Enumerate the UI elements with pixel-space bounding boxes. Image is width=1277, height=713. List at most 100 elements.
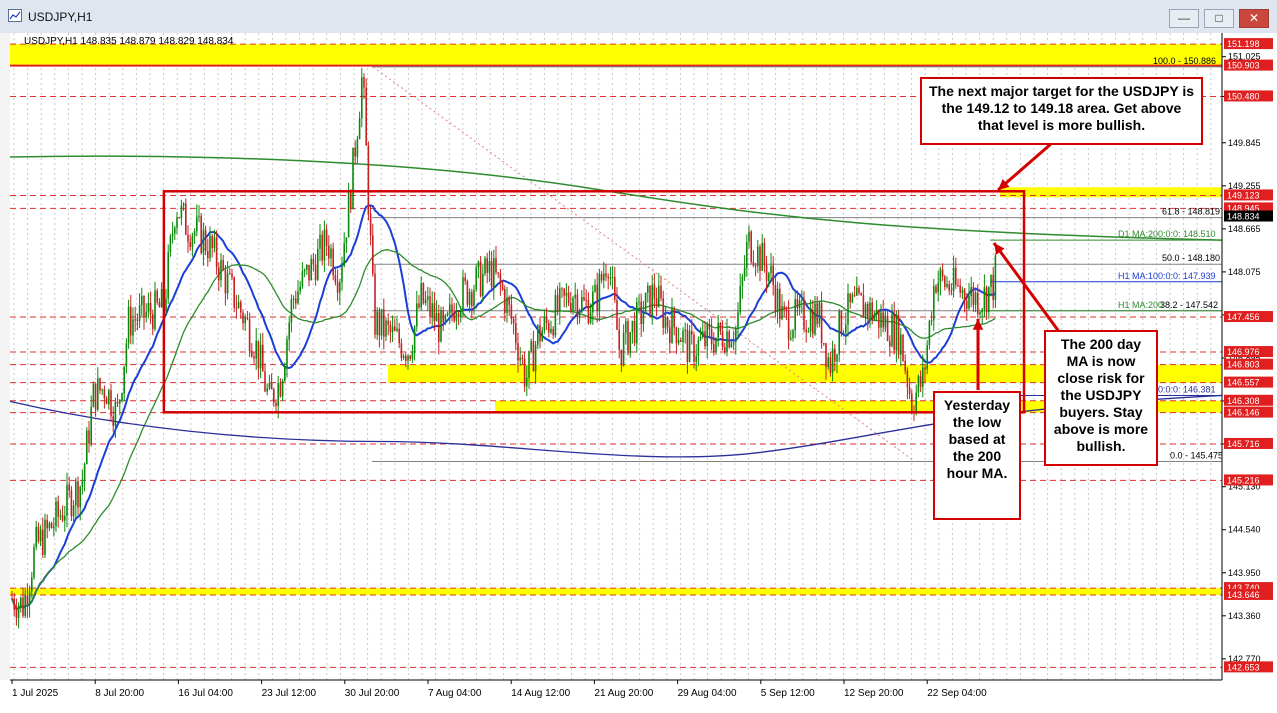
candle-body: [926, 345, 928, 370]
candle-body: [728, 331, 730, 348]
fib-label: 100.0 - 150.886: [1153, 56, 1216, 66]
candle-body: [141, 296, 143, 306]
candle-body: [748, 231, 750, 242]
candle-body: [539, 325, 541, 342]
candle-body: [499, 273, 502, 285]
candle-body: [398, 328, 400, 344]
time-tick-label: 7 Aug 04:00: [428, 688, 482, 699]
candle-body: [81, 481, 84, 487]
candle-body: [572, 298, 574, 311]
candle-body: [424, 299, 427, 304]
candle-body: [336, 282, 339, 293]
candles: [11, 67, 997, 629]
candle-body: [35, 526, 37, 548]
candle-body: [752, 261, 755, 266]
candle-body: [651, 284, 653, 316]
candle-body: [548, 322, 550, 333]
minimize-button[interactable]: —: [1169, 9, 1199, 28]
candle-body: [675, 327, 678, 344]
candle-body: [413, 326, 416, 353]
candle-body: [339, 282, 341, 293]
candle-body: [367, 145, 370, 214]
candle-body: [620, 349, 623, 365]
price-tag-label: 146.557: [1227, 378, 1260, 388]
candle-body: [167, 252, 169, 299]
candle-body: [191, 235, 194, 248]
candle-body: [218, 267, 220, 281]
candle-body: [906, 370, 909, 388]
price-tag: [1224, 38, 1273, 50]
annotation-200-day-ma: The 200 day MA is now close risk for the…: [1044, 330, 1158, 466]
candle-body: [262, 344, 264, 372]
candle-body: [130, 306, 132, 336]
candle-body: [561, 288, 563, 290]
candle-body: [259, 344, 262, 369]
candle-body: [772, 265, 774, 286]
arrow-to-target-head: [998, 178, 1010, 190]
candle-body: [882, 312, 884, 328]
candle-body: [297, 291, 299, 304]
candle-body: [473, 289, 475, 306]
candle-body: [435, 313, 438, 322]
candle-body: [622, 332, 625, 365]
candle-body: [970, 287, 972, 296]
candle-body: [856, 287, 858, 296]
candle-body: [132, 319, 134, 336]
candle-body: [611, 276, 614, 278]
time-tick-label: 1 Jul 2025: [12, 688, 59, 699]
candle-body: [605, 273, 607, 277]
candle-body: [838, 310, 840, 355]
candle-body: [200, 215, 202, 254]
candle-body: [858, 287, 860, 294]
chart-area[interactable]: 100.0 - 150.886 61.8 - 148.819 50.0 - 148.…: [0, 33, 1277, 713]
candle-body: [677, 340, 680, 344]
candle-body: [493, 258, 495, 288]
close-button[interactable]: ✕: [1239, 9, 1269, 28]
candle-body: [383, 309, 385, 337]
candle-body: [922, 367, 924, 387]
candle-body: [609, 277, 612, 279]
candle-body: [955, 267, 957, 285]
candle-body: [240, 301, 242, 313]
candle-body: [418, 303, 420, 308]
candle-body: [26, 595, 29, 606]
candle-body: [55, 501, 57, 527]
candle-body: [779, 288, 781, 320]
candle-body: [671, 308, 673, 343]
candle-body: [174, 227, 176, 234]
arrow-to-target: [997, 141, 1053, 192]
annotation-arrows: [972, 141, 1062, 390]
candle-body: [576, 294, 579, 318]
candle-body: [653, 284, 656, 299]
candle-body: [647, 285, 649, 293]
candle-body: [537, 325, 539, 345]
ma-label: H1 MA:100:0:0: 147.939: [1118, 271, 1216, 281]
price-tick-label: 146.895: [1228, 353, 1261, 363]
price-tag: [1224, 358, 1273, 370]
candle-body: [143, 296, 145, 318]
candle-body: [924, 367, 926, 370]
fib-label: 38.2 - 147.542: [1160, 300, 1218, 310]
candle-body: [251, 351, 253, 357]
candle-body: [125, 343, 128, 367]
candle-body: [732, 342, 735, 344]
candle-body: [400, 343, 403, 358]
candle-body: [644, 292, 647, 314]
candle-body: [664, 317, 667, 328]
window-titlebar: USDJPY,H1 — □ ✕: [0, 0, 1277, 34]
price-tag: [1224, 406, 1273, 418]
maximize-button[interactable]: □: [1204, 9, 1234, 28]
candle-body: [72, 505, 75, 517]
time-axis-bg: [0, 680, 1277, 713]
candle-body: [180, 205, 183, 219]
candle-body: [169, 236, 172, 253]
candle-body: [719, 322, 722, 332]
candle-body: [325, 229, 328, 246]
candle-body: [253, 356, 255, 359]
candle-body: [105, 398, 108, 405]
candle-body: [834, 348, 836, 362]
candle-body: [363, 77, 365, 88]
time-tick-label: 22 Sep 04:00: [927, 688, 987, 699]
candle-body: [116, 402, 119, 404]
candle-body: [211, 235, 213, 249]
